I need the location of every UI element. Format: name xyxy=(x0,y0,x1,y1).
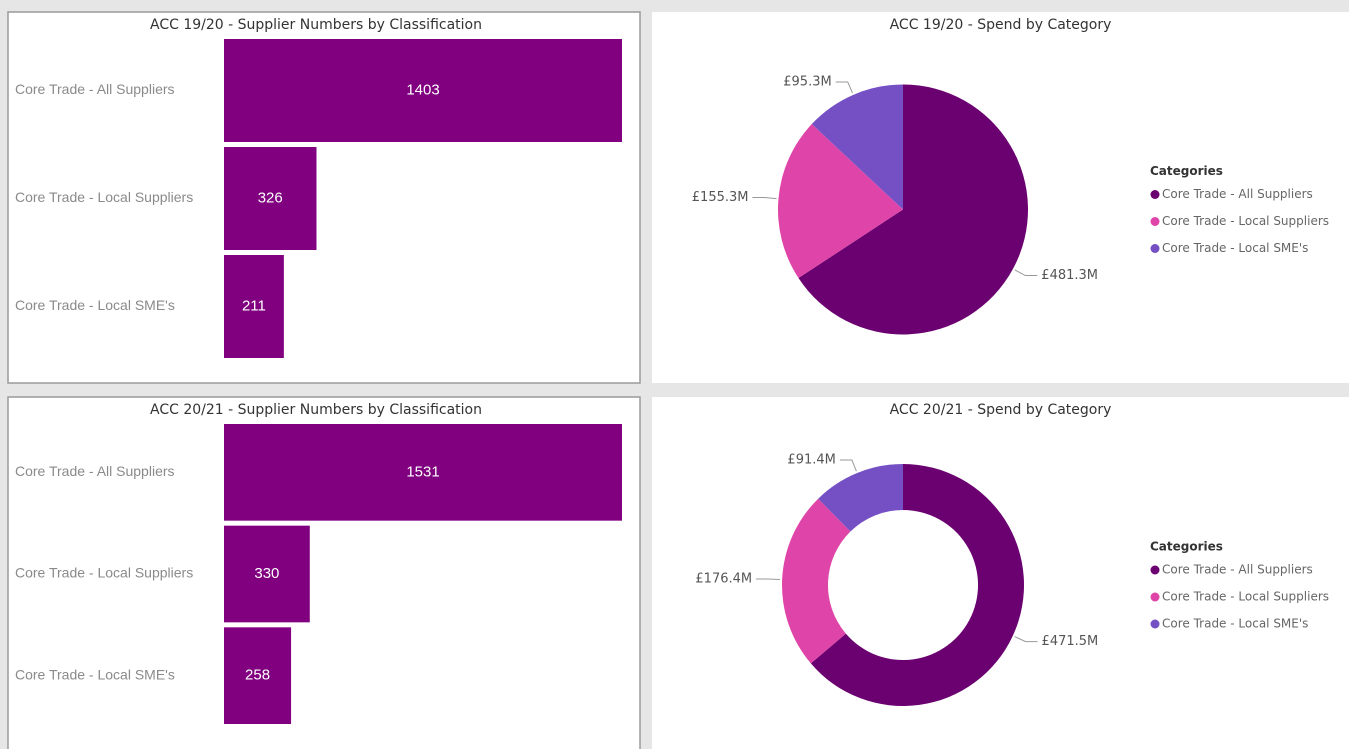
data-label: £176.4M xyxy=(695,572,752,587)
slice xyxy=(782,498,851,664)
leader-line xyxy=(1014,269,1038,277)
legend-label: Core Trade - All Suppliers xyxy=(1162,187,1313,201)
category-label: Core Trade - Local Suppliers xyxy=(15,565,193,581)
legend-swatch xyxy=(1150,592,1160,602)
legend-title: Categories xyxy=(1150,164,1223,178)
data-label: £95.3M xyxy=(783,74,831,89)
leader-line xyxy=(835,81,853,94)
legend-swatch xyxy=(1150,244,1160,253)
legend-swatch xyxy=(1150,217,1160,226)
legend-label: Core Trade - Local Suppliers xyxy=(1162,590,1329,604)
category-label: Core Trade - Local SME's xyxy=(15,297,175,313)
legend-swatch xyxy=(1150,619,1160,629)
chart-title: ACC 19/20 - Supplier Numbers by Classifi… xyxy=(150,17,482,33)
chart-title: ACC 20/21 - Spend by Category xyxy=(890,402,1112,418)
bar xyxy=(224,255,284,358)
value-label: 258 xyxy=(245,667,270,684)
data-label: £481.3M xyxy=(1041,268,1098,283)
leader-line xyxy=(752,197,777,200)
slice xyxy=(811,84,903,210)
slice xyxy=(778,124,903,279)
category-label: Core Trade - Local Suppliers xyxy=(15,189,193,205)
value-label: 326 xyxy=(258,189,283,206)
category-label: Core Trade - Local SME's xyxy=(15,666,175,682)
chart-title: ACC 20/21 - Supplier Numbers by Classifi… xyxy=(150,402,482,418)
legend-swatch xyxy=(1150,565,1160,575)
legend-title: Categories xyxy=(1150,540,1223,554)
slice xyxy=(818,464,903,532)
value-label: 1403 xyxy=(406,81,439,98)
value-label: 330 xyxy=(254,565,279,582)
leader-line xyxy=(756,578,781,581)
data-label: £91.4M xyxy=(787,453,835,468)
bar xyxy=(224,627,292,724)
bar xyxy=(224,424,622,521)
leader-line xyxy=(1014,636,1038,643)
bar xyxy=(224,525,310,623)
slice xyxy=(798,84,1029,335)
leader-line xyxy=(839,459,857,472)
slice xyxy=(810,464,1024,706)
data-label: £155.3M xyxy=(692,190,749,205)
category-label: Core Trade - All Suppliers xyxy=(15,463,175,479)
legend-label: Core Trade - All Suppliers xyxy=(1162,563,1313,577)
legend-label: Core Trade - Local SME's xyxy=(1162,617,1308,631)
bar xyxy=(224,147,317,250)
legend-label: Core Trade - Local Suppliers xyxy=(1162,214,1329,228)
bar xyxy=(224,39,622,142)
legend-swatch xyxy=(1150,190,1160,199)
value-label: 1531 xyxy=(406,463,439,480)
legend-label: Core Trade - Local SME's xyxy=(1162,241,1308,255)
value-label: 211 xyxy=(242,297,266,314)
category-label: Core Trade - All Suppliers xyxy=(15,81,175,97)
data-label: £471.5M xyxy=(1042,634,1099,649)
chart-title: ACC 19/20 - Spend by Category xyxy=(890,17,1112,33)
